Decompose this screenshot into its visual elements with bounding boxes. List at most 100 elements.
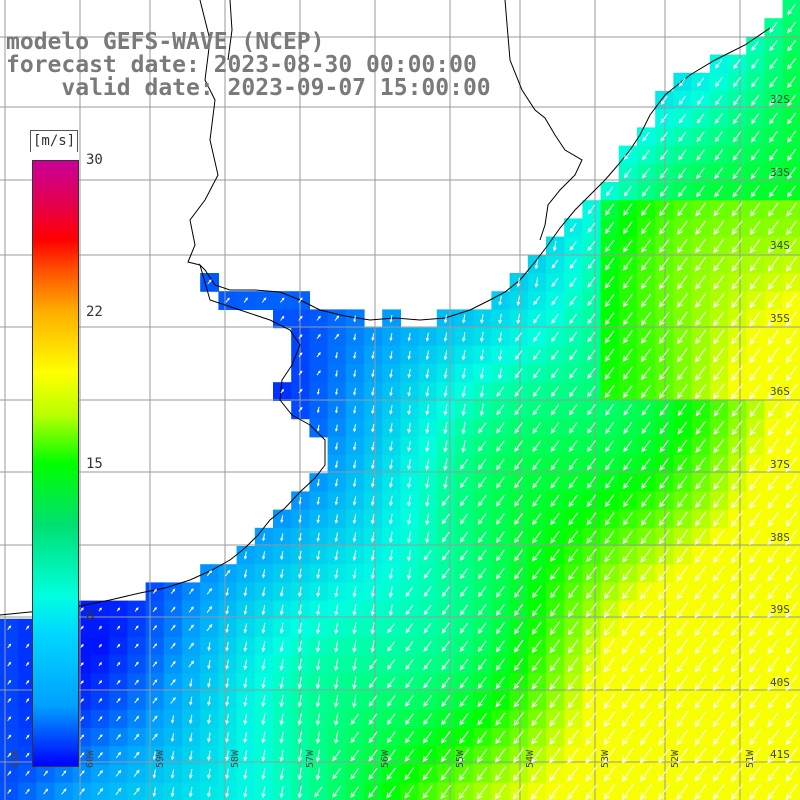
wind-arrow (549, 657, 561, 672)
wind-arrow (297, 767, 303, 781)
wind-arrow (116, 661, 121, 667)
wind-arrow (189, 732, 193, 743)
wind-arrow (498, 331, 503, 343)
wind-arrow (604, 221, 615, 234)
wind-arrow (207, 714, 211, 725)
wind-arrow (623, 203, 633, 216)
wind-arrow (787, 76, 797, 89)
wind-arrow (767, 511, 780, 527)
wind-arrow (298, 388, 303, 394)
wind-arrow (550, 368, 560, 379)
wind-arrow (133, 751, 140, 759)
wind-arrow (298, 370, 303, 376)
wind-arrow (422, 767, 433, 781)
wind-arrow (533, 296, 541, 306)
wind-arrow (640, 293, 652, 308)
wind-arrow (98, 643, 102, 648)
border-line (187, 0, 219, 266)
wind-arrow (134, 733, 140, 741)
wind-arrow (623, 168, 632, 179)
wind-arrow (134, 607, 139, 612)
wind-arrow (25, 752, 30, 758)
wind-arrow (513, 748, 525, 763)
wind-arrow (352, 532, 357, 543)
wind-arrow (243, 551, 247, 560)
wind-arrow (659, 475, 670, 490)
wind-arrow (459, 458, 469, 470)
wind-arrow (658, 275, 670, 290)
wind-arrow (640, 747, 652, 764)
wind-arrow (386, 749, 396, 762)
wind-arrow (677, 257, 688, 272)
wind-arrow (534, 259, 539, 270)
latitude-label: 39S (770, 603, 790, 616)
wind-arrow (423, 586, 432, 598)
wind-arrow (243, 713, 248, 726)
wind-arrow (713, 238, 725, 254)
wind-arrow (497, 367, 503, 380)
wind-arrow (732, 113, 742, 125)
wind-arrow (714, 113, 723, 125)
wind-arrow (407, 332, 411, 342)
wind-arrow (405, 604, 414, 616)
wind-arrow (549, 729, 561, 746)
wind-arrow (496, 422, 505, 434)
wind-arrow (531, 693, 543, 709)
wind-arrow (731, 511, 743, 527)
wind-arrow (786, 185, 797, 198)
wind-arrow (731, 365, 743, 382)
wind-arrow (532, 567, 542, 580)
wind-arrow (731, 492, 743, 509)
wind-arrow (279, 622, 284, 634)
wind-arrow (459, 730, 469, 745)
wind-arrow (640, 693, 652, 709)
wind-arrow (603, 602, 616, 618)
wind-arrow (352, 676, 357, 690)
wind-arrow (731, 765, 743, 782)
wind-arrow (298, 515, 302, 524)
wind-arrow (694, 638, 707, 655)
wind-arrow (280, 533, 284, 542)
wind-arrow (97, 769, 103, 777)
wind-arrow (243, 731, 248, 744)
wind-arrow (713, 311, 725, 327)
wind-arrow (785, 401, 798, 418)
wind-arrow (605, 186, 614, 197)
wind-arrow (714, 149, 724, 161)
wind-arrow (767, 474, 780, 491)
wind-arrow (316, 315, 321, 321)
latitude-label: 32S (770, 93, 790, 106)
wind-arrow (334, 640, 339, 653)
wind-arrow (712, 693, 725, 709)
wind-arrow (7, 698, 12, 703)
wind-arrow (334, 442, 338, 451)
wind-arrow (261, 587, 266, 597)
wind-arrow (498, 349, 503, 362)
wind-arrow (677, 311, 688, 327)
wind-arrow (477, 730, 488, 745)
wind-arrow (696, 167, 705, 179)
wind-arrow (368, 731, 378, 744)
wind-arrow (640, 583, 652, 600)
wind-arrow (715, 59, 723, 69)
wind-arrow (459, 712, 469, 726)
wind-arrow (767, 292, 780, 309)
wind-arrow (316, 496, 320, 506)
wind-arrow (495, 585, 505, 598)
wind-arrow (586, 584, 597, 600)
wind-arrow (388, 586, 394, 598)
wind-arrow (98, 607, 102, 612)
wind-arrow (568, 584, 579, 599)
wind-arrow (513, 603, 524, 617)
wind-arrow (622, 512, 633, 526)
wind-arrow (152, 588, 157, 594)
wind-arrow (133, 769, 140, 777)
wind-arrow (532, 512, 542, 526)
wind-arrow (732, 95, 742, 106)
wind-arrow (513, 658, 524, 672)
wind-arrow (731, 693, 743, 709)
wind-arrow (767, 220, 779, 236)
wind-arrow (550, 548, 560, 562)
wind-arrow (640, 275, 652, 290)
wind-arrow (441, 731, 451, 744)
